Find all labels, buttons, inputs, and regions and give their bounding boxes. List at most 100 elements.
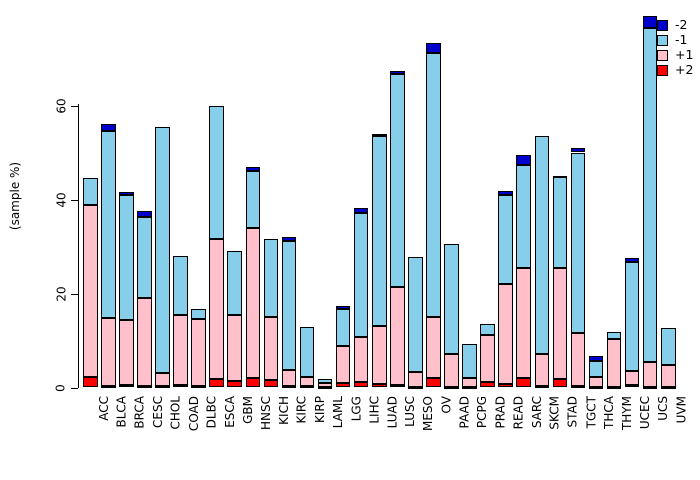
- bar-segment-BRCA--1: [119, 195, 134, 320]
- bar-segment-SKCM--1: [534, 136, 550, 355]
- bar-segment-BLCA--2: [101, 124, 116, 132]
- bar-segment-STAD--2: [552, 176, 568, 178]
- bar-segment-LUAD-+2: [371, 383, 387, 388]
- bar-segment-UCS--1: [642, 28, 658, 362]
- bar-segment-UCS-+1: [642, 361, 658, 387]
- legend-item--2: -2: [657, 18, 693, 31]
- bar-segment-READ--2: [498, 190, 513, 195]
- bar-segment-ESCA--1: [209, 105, 224, 240]
- x-label-OV: OV: [439, 396, 454, 414]
- bar-segment-PAAD--1: [444, 244, 459, 354]
- bar-segment-UCEC-+1: [624, 370, 640, 386]
- bar-segment-SARC--1: [516, 164, 532, 268]
- bar-segment-LUSC-+1: [390, 287, 405, 386]
- y-tick-0: [71, 387, 78, 389]
- bar-segment-LIHC--1: [353, 212, 369, 337]
- y-axis-line: [78, 104, 79, 388]
- bar-segment-OV--2: [426, 43, 441, 53]
- x-label-THCA: THCA: [601, 396, 616, 429]
- bar-segment-PCPG-+2: [462, 386, 477, 389]
- bar-segment-STAD-+1: [552, 267, 568, 379]
- bar-segment-STAD-+2: [552, 378, 568, 388]
- bar-segment-READ-+2: [498, 383, 513, 388]
- x-label-GBM: GBM: [240, 396, 255, 424]
- bar-segment-TGCT-+2: [570, 385, 586, 388]
- x-label-KIRP: KIRP: [313, 396, 328, 423]
- bar-segment-PRAD--1: [480, 324, 495, 336]
- bar-segment-GBM-+1: [227, 315, 243, 381]
- legend-swatch--1: [657, 34, 668, 46]
- bar-segment-THCA-+1: [588, 376, 604, 387]
- bar-segment-MESO-+2: [408, 386, 423, 389]
- bar-segment-BRCA-+1: [119, 319, 134, 386]
- bar-segment-KIRC--2: [281, 236, 297, 241]
- bar-segment-UVM--1: [660, 328, 676, 365]
- bar-segment-LGG-+2: [335, 382, 351, 388]
- bar-segment-UCS-+2: [642, 386, 658, 389]
- bar-segment-LGG--1: [335, 309, 351, 346]
- bar-segment-LIHC--2: [353, 208, 369, 213]
- bar-segment-CESC--1: [137, 217, 152, 299]
- bar-segment-CHOL-+2: [155, 386, 170, 389]
- bar-segment-KIRC-+2: [281, 385, 297, 388]
- bar-segment-KIRC-+1: [281, 369, 297, 386]
- bar-segment-THCA-+2: [588, 386, 604, 389]
- bar-segment-READ-+1: [498, 283, 513, 384]
- x-label-READ: READ: [511, 396, 526, 430]
- bar-segment-TGCT--1: [570, 152, 586, 334]
- bar-segment-MESO--1: [408, 256, 423, 372]
- y-tick-label-20: 20: [54, 285, 68, 302]
- bar-segment-LAML-+2: [317, 387, 333, 390]
- bar-segment-HNSC--2: [245, 166, 261, 171]
- bar-segment-SKCM-+2: [534, 385, 550, 388]
- bar-segment-UVM-+2: [660, 387, 676, 390]
- x-label-ACC: ACC: [96, 396, 111, 421]
- legend-swatch-+1: [657, 49, 668, 61]
- bar-segment-OV-+1: [426, 317, 441, 379]
- bar-segment-LAML--1: [317, 379, 333, 384]
- bar-segment-PRAD-+1: [480, 335, 495, 382]
- bar-segment-LAML-+1: [317, 383, 333, 388]
- bar-segment-SARC--2: [516, 155, 532, 165]
- bar-segment-ACC--1: [83, 178, 98, 206]
- bar-segment-THYM--1: [606, 331, 622, 340]
- bar-segment-THYM-+1: [606, 339, 622, 388]
- bar-segment-KIRP-+1: [299, 377, 315, 387]
- bar-segment-UVM-+1: [660, 364, 676, 388]
- bar-segment-BRCA--2: [119, 192, 134, 196]
- bar-segment-CHOL--1: [155, 126, 170, 374]
- x-label-LUAD: LUAD: [385, 396, 400, 429]
- y-tick-label-40: 40: [54, 191, 68, 208]
- bar-segment-PRAD-+2: [480, 381, 495, 388]
- bar-segment-OV--1: [426, 52, 441, 318]
- bar-segment-READ--1: [498, 194, 513, 284]
- bar-segment-LGG-+1: [335, 345, 351, 383]
- x-label-THYM: THYM: [620, 396, 635, 431]
- legend-label-+1: +1: [675, 47, 694, 62]
- x-label-TGCT: TGCT: [583, 396, 598, 429]
- bar-segment-HNSC-+2: [245, 378, 261, 388]
- bar-segment-SARC-+2: [516, 378, 532, 388]
- bar-segment-LUSC--2: [390, 71, 405, 74]
- y-tick-40: [71, 199, 78, 201]
- x-label-MESO: MESO: [421, 396, 436, 431]
- x-label-UCS: UCS: [656, 396, 671, 421]
- bar-segment-DLBC-+2: [191, 386, 206, 389]
- y-tick-20: [71, 293, 78, 295]
- bar-segment-SARC-+1: [516, 267, 532, 379]
- x-label-SARC: SARC: [529, 396, 544, 429]
- legend-swatch-+2: [657, 64, 668, 76]
- x-label-PCPG: PCPG: [475, 396, 490, 429]
- x-label-SKCM: SKCM: [547, 396, 562, 430]
- bar-segment-HNSC-+1: [245, 227, 261, 379]
- legend-swatch--2: [657, 19, 668, 31]
- bar-segment-SKCM-+1: [534, 354, 550, 386]
- bar-segment-COAD-+1: [173, 314, 188, 385]
- bar-segment-LUAD--1: [371, 135, 387, 326]
- y-axis-title: (sample %): [8, 161, 22, 231]
- bar-segment-UCEC--2: [624, 258, 640, 263]
- legend-item-+1: +1: [657, 47, 694, 62]
- x-label-HNSC: HNSC: [258, 396, 273, 430]
- y-tick-label-60: 60: [54, 97, 68, 114]
- bar-segment-ACC-+2: [83, 376, 98, 388]
